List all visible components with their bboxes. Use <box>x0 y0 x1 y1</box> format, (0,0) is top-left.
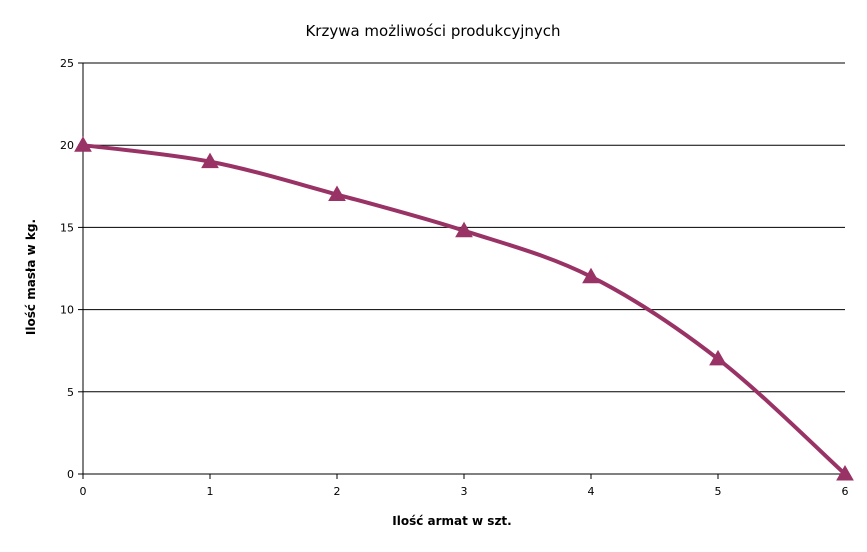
data-point-marker <box>836 464 854 481</box>
y-tick-label: 5 <box>67 386 74 399</box>
y-tick-label: 15 <box>60 221 74 234</box>
x-tick-label: 3 <box>461 485 468 498</box>
chart-title: Krzywa możliwości produkcyjnych <box>305 22 560 40</box>
y-axis-title: Ilość masła w kg. <box>24 219 38 335</box>
data-point-marker <box>455 221 473 238</box>
y-tick-label: 25 <box>60 57 74 70</box>
y-axis-ticks: 0 5 10 15 20 25 <box>60 57 83 481</box>
data-point-marker <box>74 136 92 152</box>
x-axis-ticks: 0 1 2 3 4 5 6 <box>80 474 849 498</box>
x-tick-label: 1 <box>207 485 214 498</box>
data-point-marker <box>709 349 727 366</box>
y-tick-label: 0 <box>67 468 74 481</box>
x-tick-label: 4 <box>588 485 595 498</box>
data-point-marker <box>328 185 346 202</box>
x-tick-label: 2 <box>334 485 341 498</box>
data-point-marker <box>582 267 600 284</box>
x-tick-label: 6 <box>842 485 849 498</box>
data-point-marker <box>201 152 219 169</box>
x-tick-label: 0 <box>80 485 87 498</box>
x-tick-label: 5 <box>715 485 722 498</box>
axes <box>82 63 845 475</box>
series-layer <box>74 136 854 481</box>
y-tick-label: 10 <box>60 304 74 317</box>
y-tick-label: 20 <box>60 139 74 152</box>
x-axis-title: Ilość armat w szt. <box>392 514 511 528</box>
